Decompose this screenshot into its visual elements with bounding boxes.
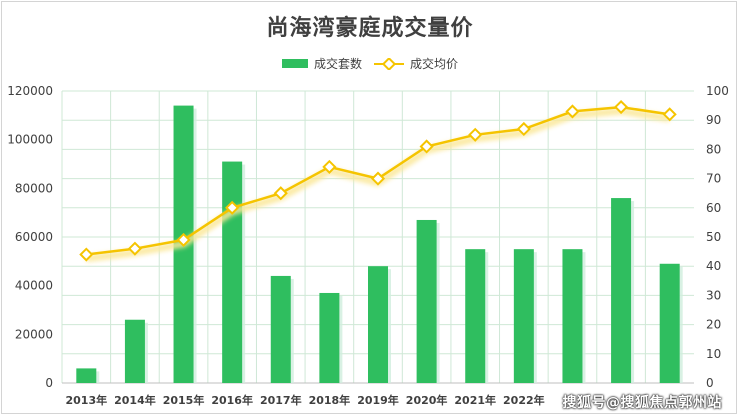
watermark: 搜狐号@搜狐焦点郭州站 [562,395,722,411]
x-tick-label: 2020年 [406,393,448,407]
y-tick-right-label: 20 [706,318,721,332]
x-axis-labels: 2013年 2014年 2015年 2016年 2017年 2018年 2019年 2020年… [65,393,544,407]
legend-label-bar: 成交套数 [313,57,362,71]
y-tick-right-label: 90 [706,113,721,127]
bar [76,368,97,383]
y-tick-right-label: 100 [706,84,729,98]
x-tick-label: 2021年 [454,393,496,407]
line-point [225,200,240,215]
y-tick-left-label: 80000 [15,181,53,195]
line-point [614,99,629,115]
x-tick-label: 2022年 [503,393,545,407]
y-tick-left-label: 20000 [15,327,53,341]
y-axis-left: 0 20000 40000 60000 80000 100000 120000 [7,84,53,390]
legend-item-line: 成交均价 [374,55,458,72]
y-tick-right-label: 30 [706,288,721,302]
x-tick-label: 2014年 [114,393,156,407]
x-tick-label: 2017年 [260,393,302,407]
bar [270,275,291,383]
line-point [322,159,337,174]
bar [611,198,632,383]
gridlines [61,90,694,384]
bar [368,266,388,383]
line-point [468,127,483,142]
line-point [127,241,142,256]
x-tick-label: 2015年 [163,393,205,407]
chart-title: 尚海湾豪庭成交量价 [266,16,474,41]
bar [319,292,340,383]
legend-bar-swatch [281,59,308,68]
legend-line-swatch [374,57,404,70]
x-tick-label: 2019年 [357,393,399,407]
y-tick-right-label: 80 [706,142,721,156]
line-point [176,232,191,247]
bar [562,249,583,383]
y-axis-right: 0 10 20 30 40 50 60 70 80 90 100 [706,84,729,390]
x-tick-label: 2018年 [309,393,351,407]
y-tick-left-label: 100000 [7,133,53,147]
bar [465,249,486,383]
y-tick-left-label: 120000 [7,84,53,98]
bar [222,161,243,383]
y-tick-left-label: 60000 [15,230,53,244]
bar [659,263,680,383]
y-tick-right-label: 60 [706,201,721,215]
line-point [662,107,677,122]
y-tick-right-label: 70 [706,172,721,186]
line-point [273,186,288,201]
line-series [79,99,677,262]
bar-series [76,105,683,383]
line-point [419,139,434,154]
bar [513,249,534,383]
y-tick-right-label: 50 [706,230,721,244]
x-tick-label: 2016年 [211,393,253,407]
chart-legend: 成交套数 成交均价 [0,55,740,72]
legend-label-line: 成交均价 [410,57,459,71]
y-tick-right-label: 0 [706,376,714,390]
y-tick-right-label: 40 [706,259,721,273]
bar [124,319,145,383]
legend-item-bar: 成交套数 [281,55,362,72]
line-point [516,121,531,137]
y-tick-left-label: 0 [45,376,53,390]
bar [416,219,437,383]
line-point [565,104,580,119]
line-point [370,171,386,186]
y-tick-left-label: 40000 [15,279,53,293]
x-tick-label: 2013年 [65,393,107,407]
y-tick-right-label: 10 [706,347,721,361]
line-point [79,247,94,262]
